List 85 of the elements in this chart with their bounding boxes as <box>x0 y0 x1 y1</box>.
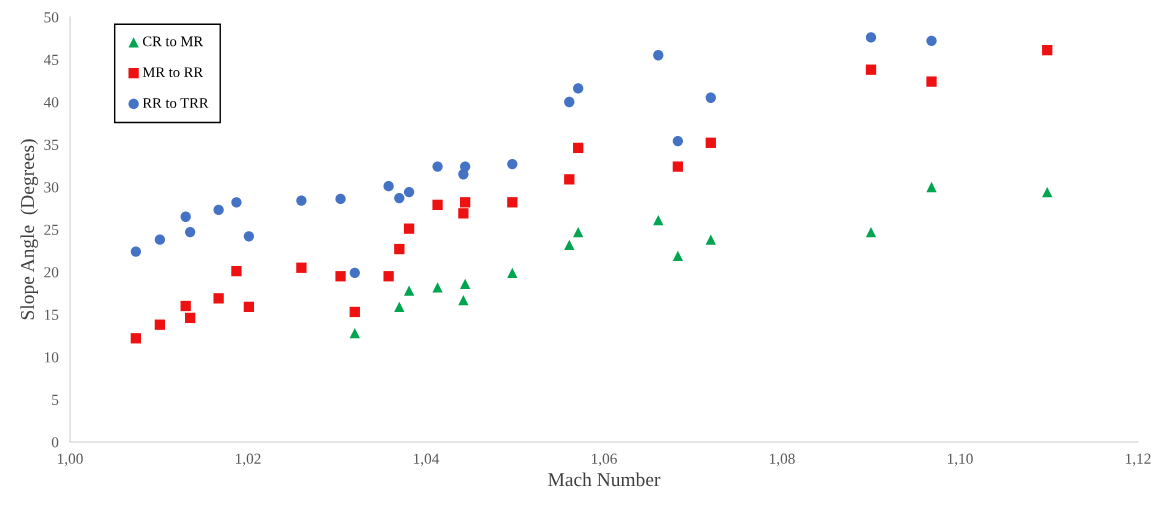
x-tick-label: 1,10 <box>947 453 973 467</box>
point <box>231 266 242 277</box>
point <box>653 215 664 226</box>
point <box>403 223 415 234</box>
point <box>672 161 684 172</box>
point <box>564 174 575 185</box>
point <box>672 250 684 261</box>
point <box>573 226 584 238</box>
point <box>296 262 307 273</box>
point <box>403 186 415 198</box>
y-tick-label: 25 <box>44 224 59 235</box>
point <box>154 234 166 245</box>
point <box>507 158 518 170</box>
point <box>243 231 255 242</box>
point <box>564 96 575 108</box>
point <box>705 234 716 245</box>
point <box>403 285 415 296</box>
x-tick-label: 1,00 <box>57 453 83 467</box>
point <box>349 328 360 339</box>
point <box>394 192 405 204</box>
point <box>180 211 191 222</box>
x-tick-label: 1,04 <box>413 453 440 467</box>
point <box>653 50 664 61</box>
point <box>460 161 471 172</box>
y-tick-label: 50 <box>44 12 59 23</box>
point <box>432 282 443 293</box>
point <box>705 137 716 148</box>
y-tick-label: 35 <box>44 139 59 150</box>
y-tick-label: 30 <box>44 182 59 193</box>
y-axis-title: Slope Angle (Degrees) <box>20 139 39 320</box>
point <box>335 271 346 282</box>
point <box>349 267 360 278</box>
y-tick-label: 0 <box>51 437 59 448</box>
x-tick-label: 1,06 <box>591 453 617 467</box>
x-axis-title: Mach Number <box>548 472 661 487</box>
point <box>460 278 471 290</box>
legend-label: RR to TRR <box>142 98 209 108</box>
x-tick-label: 1,12 <box>1125 453 1151 467</box>
y-tick-label: 20 <box>44 267 59 278</box>
point <box>507 267 518 278</box>
point <box>394 243 405 255</box>
y-tick-label: 40 <box>43 97 59 108</box>
point <box>180 300 191 312</box>
point <box>349 306 360 318</box>
y-tick-label: 5 <box>52 394 59 405</box>
point <box>130 246 142 257</box>
point <box>865 64 877 75</box>
point <box>432 161 443 172</box>
point <box>926 181 937 193</box>
point <box>185 226 196 238</box>
point <box>231 197 242 208</box>
point <box>865 226 877 238</box>
point <box>672 135 684 147</box>
point <box>705 92 716 103</box>
point <box>154 319 166 330</box>
point <box>383 181 394 192</box>
y-tick-label: 15 <box>44 309 59 320</box>
point <box>460 197 471 208</box>
legend-label: MR to RR <box>142 67 204 78</box>
legend-label: CR to MR <box>142 36 204 47</box>
point <box>573 83 584 94</box>
point <box>130 333 142 344</box>
y-tick-label: 10 <box>44 352 59 363</box>
point <box>458 208 469 219</box>
y-tick-label: 45 <box>43 54 59 65</box>
point <box>926 35 937 46</box>
point <box>865 32 877 43</box>
x-tick-label: 1,02 <box>235 453 261 467</box>
x-tick-label: 1,08 <box>769 453 795 467</box>
point <box>185 312 196 324</box>
point <box>213 204 224 216</box>
point <box>458 294 469 306</box>
point <box>296 195 307 206</box>
point <box>1042 45 1053 56</box>
point <box>573 142 584 154</box>
point <box>926 76 937 87</box>
point <box>394 301 405 312</box>
point <box>432 199 443 210</box>
point <box>383 271 394 282</box>
point <box>507 197 518 208</box>
point <box>564 239 575 250</box>
point <box>213 293 224 304</box>
point <box>335 193 346 205</box>
point <box>1042 186 1053 198</box>
point <box>243 301 255 312</box>
